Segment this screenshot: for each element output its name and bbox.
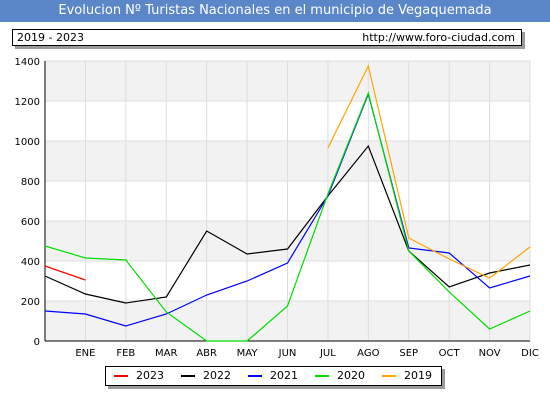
info-box: 2019 - 2023 http://www.foro-ciudad.com [12,29,522,46]
x-tick-label: DIC [521,348,539,359]
legend-swatch [181,375,195,377]
y-tick-label: 1400 [15,57,40,68]
x-tick-label: MAR [155,348,177,359]
x-tick-label: JUL [319,348,336,359]
series-line-2022 [44,144,531,304]
x-tick-label: MAY [237,348,259,359]
series-line-2019 [327,64,531,279]
y-tick-label: 1200 [15,97,40,108]
x-tick-label: ABR [196,348,217,359]
legend-label: 2019 [404,369,432,382]
chart-title: Evolucion Nº Turistas Nacionales en el m… [0,0,550,22]
y-tick-label: 200 [21,297,40,308]
legend-item-2023: 2023 [114,367,181,385]
x-tick-label: SEP [399,348,418,359]
series-line-2023 [44,265,86,281]
legend: 2023 2022 2021 2020 2019 [105,366,442,386]
series-line-2020 [44,91,531,342]
y-tick-label: 600 [21,217,40,228]
x-tick-label: FEB [116,348,135,359]
y-tick-label: 0 [34,337,40,348]
legend-item-2022: 2022 [181,367,248,385]
x-tick-label: JUN [278,348,297,359]
x-tick-label: ENE [75,348,95,359]
legend-swatch [382,375,396,377]
x-tick-label: NOV [479,348,501,359]
year-range: 2019 - 2023 [17,31,84,44]
y-tick-label: 1000 [15,137,40,148]
legend-label: 2020 [337,369,365,382]
x-tick-label: OCT [439,348,461,359]
legend-label: 2021 [270,369,298,382]
legend-swatch [114,375,128,377]
legend-swatch [248,375,262,377]
y-tick-label: 400 [21,257,40,268]
legend-label: 2022 [203,369,231,382]
legend-label: 2023 [136,369,164,382]
legend-swatch [315,375,329,377]
legend-item-2021: 2021 [248,367,315,385]
x-tick-label: AGO [357,348,379,359]
legend-item-2020: 2020 [315,367,382,385]
legend-item-2019: 2019 [382,367,449,385]
y-tick-label: 800 [21,177,40,188]
source-url: http://www.foro-ciudad.com [362,31,515,44]
series-line-2021 [44,92,531,327]
